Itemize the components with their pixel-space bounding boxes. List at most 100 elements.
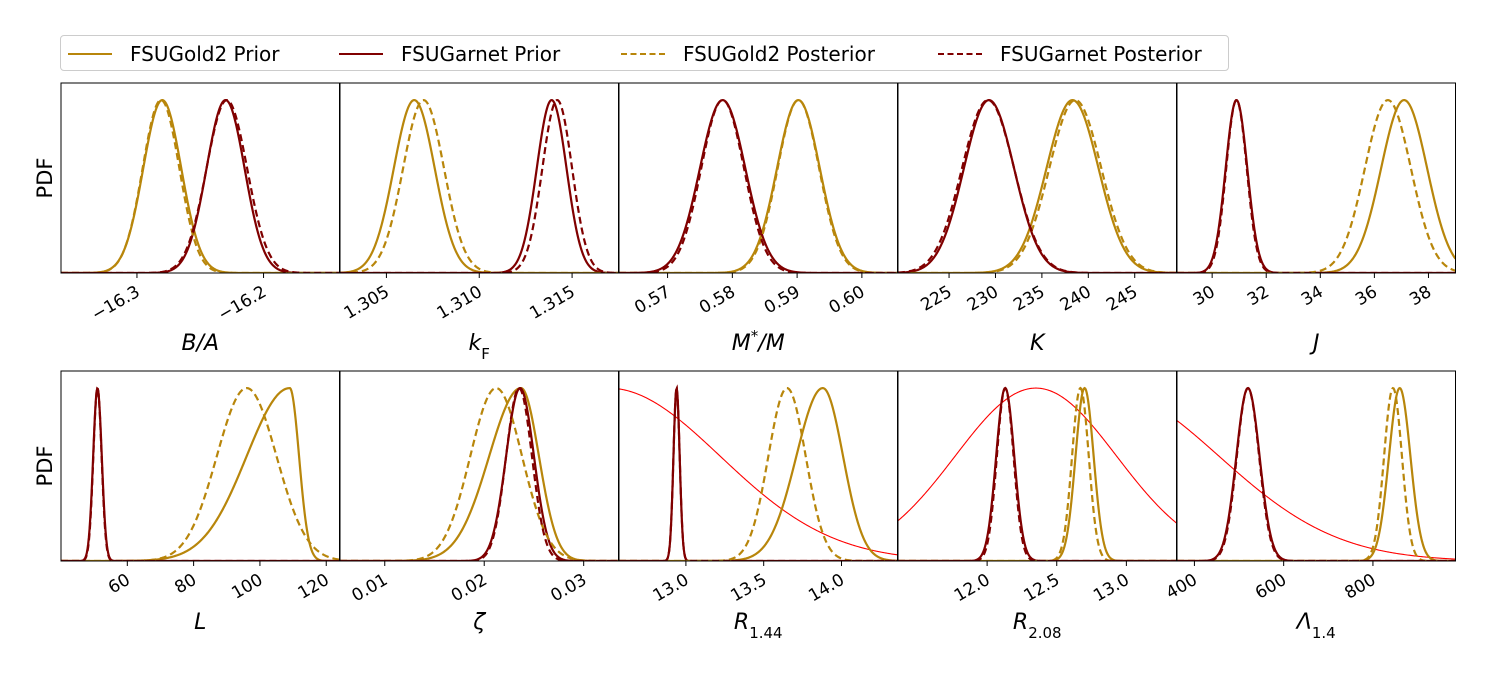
tick-label: 1.315 bbox=[526, 282, 578, 324]
constraint-curve bbox=[898, 387, 1177, 524]
series-curve-fsugarnet-prior bbox=[619, 384, 898, 561]
tick-label: 100 bbox=[228, 570, 266, 604]
legend: FSUGold2 Prior FSUGarnet Prior FSUGold2 … bbox=[60, 35, 1229, 71]
legend-item-fsugarnet-posterior: FSUGarnet Posterior bbox=[938, 36, 1202, 72]
x-axis-label: R1.44 bbox=[734, 610, 783, 642]
tick-label: 12.5 bbox=[1020, 570, 1063, 606]
tick-label: 80 bbox=[171, 570, 200, 598]
tick-label: 32 bbox=[1244, 282, 1273, 310]
series-curve-fsugarnet-posterior bbox=[340, 98, 619, 273]
series-curve-fsugarnet-prior bbox=[1177, 99, 1456, 273]
tick-label: 240 bbox=[1057, 282, 1095, 316]
tick-label: 13.5 bbox=[727, 570, 770, 606]
axis-label-rest: /M bbox=[756, 331, 784, 356]
series-curve-fsugold2-posterior bbox=[340, 387, 619, 561]
tick-label: 800 bbox=[1341, 570, 1379, 604]
series-curve-fsugold2-prior bbox=[898, 99, 1177, 273]
series-curve-fsugold2-posterior bbox=[619, 99, 898, 273]
y-axis-label: PDF bbox=[33, 158, 57, 199]
x-axis-label: Λ1.4 bbox=[1295, 610, 1336, 642]
series-curve-fsugarnet-posterior bbox=[340, 386, 619, 561]
panel-4: 225 230 235 240 245 K bbox=[897, 82, 1177, 356]
series-curve-fsugold2-posterior bbox=[340, 98, 619, 273]
tick-label: 230 bbox=[964, 282, 1002, 316]
legend-label: FSUGold2 Posterior bbox=[683, 42, 875, 66]
series-curve-fsugold2-posterior bbox=[1177, 386, 1456, 561]
tick-label: 38 bbox=[1406, 282, 1435, 310]
x-axis-label: B/A bbox=[181, 331, 219, 356]
legend-swatch bbox=[621, 53, 665, 55]
tick-label: 0.60 bbox=[826, 282, 869, 318]
legend-swatch bbox=[938, 53, 982, 55]
series-curve-fsugold2-prior bbox=[898, 386, 1177, 561]
tick-label: 30 bbox=[1190, 282, 1219, 310]
tick-label: 14.0 bbox=[805, 570, 848, 606]
x-axis-label: ζ bbox=[472, 610, 486, 635]
panel-frame bbox=[339, 82, 619, 274]
series-curve-fsugold2-prior bbox=[340, 386, 619, 561]
tick-label: 12.0 bbox=[951, 570, 994, 606]
constraint-curve bbox=[1177, 420, 1456, 560]
tick-label: 0.01 bbox=[348, 570, 391, 606]
panel-frame bbox=[618, 370, 898, 562]
panel-frame bbox=[1176, 370, 1456, 562]
legend-swatch bbox=[68, 53, 112, 55]
tick-label: 0.58 bbox=[696, 282, 739, 318]
series-curve-fsugarnet-prior bbox=[619, 98, 898, 273]
series-curve-fsugarnet-posterior bbox=[619, 384, 898, 561]
panel-frame bbox=[1176, 82, 1456, 274]
series-curve-fsugold2-prior bbox=[340, 99, 619, 273]
series-curve-fsugold2-prior bbox=[619, 387, 898, 561]
series-curve-fsugold2-prior bbox=[1177, 386, 1456, 561]
panel-1: −16.3 −16.2 B/A PDF bbox=[33, 82, 340, 356]
x-axis-label: M*/M bbox=[732, 327, 785, 356]
axis-label-sub: 1.44 bbox=[749, 624, 782, 642]
legend-label: FSUGarnet Posterior bbox=[1000, 42, 1202, 66]
series-curve-fsugarnet-prior bbox=[340, 98, 619, 273]
legend-item-fsugold2-prior: FSUGold2 Prior bbox=[68, 36, 280, 72]
legend-item-fsugarnet-prior: FSUGarnet Prior bbox=[339, 36, 560, 72]
x-axis-label: R2.08 bbox=[1013, 610, 1062, 642]
series-curve-fsugarnet-posterior bbox=[1177, 386, 1456, 561]
axis-label-sub: 1.4 bbox=[1312, 624, 1336, 642]
panel-3: 0.57 0.58 0.59 0.60 M*/M bbox=[618, 82, 898, 356]
legend-label: FSUGarnet Prior bbox=[401, 42, 561, 66]
panel-9: 12.0 12.5 13.0 R2.08 bbox=[897, 370, 1177, 642]
series-curve-fsugarnet-posterior bbox=[1177, 99, 1456, 273]
x-axis-label: kF bbox=[469, 331, 490, 363]
tick-label: 245 bbox=[1103, 282, 1141, 316]
series-curve-fsugarnet-posterior bbox=[898, 99, 1177, 273]
tick-label: 235 bbox=[1010, 282, 1048, 316]
tick-label: 1.310 bbox=[434, 282, 486, 324]
series-curve-fsugarnet-prior bbox=[1177, 386, 1456, 561]
panel-frame bbox=[897, 370, 1177, 562]
tick-label: 225 bbox=[917, 282, 955, 316]
series-curve-fsugarnet-prior bbox=[340, 387, 619, 561]
series-curve-fsugold2-posterior bbox=[61, 99, 340, 273]
legend-item-fsugold2-posterior: FSUGold2 Posterior bbox=[621, 36, 875, 72]
legend-label: FSUGold2 Prior bbox=[130, 42, 280, 66]
tick-label: 0.59 bbox=[761, 282, 804, 318]
tick-label: 0.57 bbox=[631, 282, 674, 318]
series-curve-fsugold2-prior bbox=[1177, 98, 1456, 273]
tick-label: 600 bbox=[1252, 570, 1290, 604]
tick-label: 120 bbox=[295, 570, 333, 604]
panel-7: 0.01 0.02 0.03 ζ bbox=[339, 370, 619, 635]
series-curve-fsugarnet-posterior bbox=[898, 386, 1177, 561]
axis-label-sup: * bbox=[751, 327, 759, 345]
series-curve-fsugold2-posterior bbox=[619, 387, 898, 561]
tick-label: 13.0 bbox=[1090, 570, 1133, 606]
series-curve-fsugarnet-posterior bbox=[619, 98, 898, 273]
series-curve-fsugold2-posterior bbox=[1177, 98, 1456, 273]
y-axis-label: PDF bbox=[33, 446, 57, 487]
panel-5: 30 32 34 36 38 J bbox=[1176, 82, 1456, 356]
tick-label: −16.2 bbox=[215, 282, 270, 325]
tick-label: 36 bbox=[1352, 282, 1381, 310]
panel-frame bbox=[339, 370, 619, 562]
series-curve-fsugarnet-prior bbox=[61, 386, 340, 561]
series-curve-fsugarnet-prior bbox=[898, 99, 1177, 273]
axis-label-sub: F bbox=[481, 345, 490, 363]
panel-frame bbox=[60, 82, 340, 274]
panel-2: 1.305 1.310 1.315 kF bbox=[339, 82, 619, 363]
